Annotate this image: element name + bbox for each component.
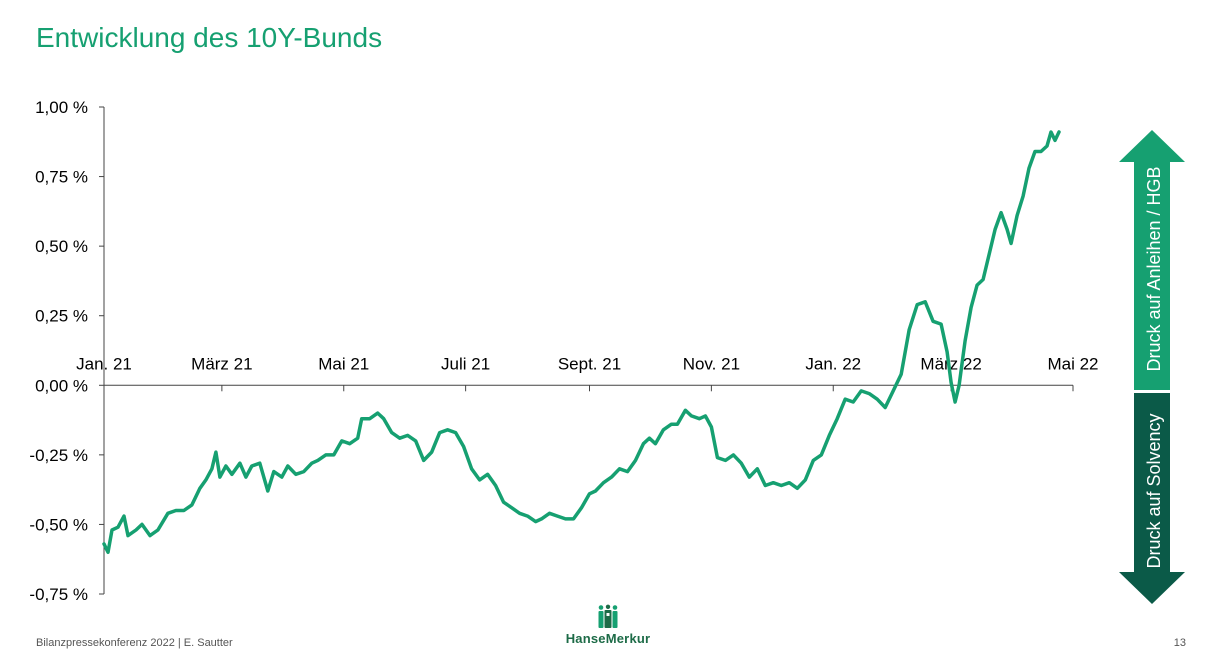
y-tick-label: -0,75 % bbox=[29, 585, 88, 604]
x-tick-label: Juli 21 bbox=[441, 354, 490, 373]
y-tick-label: 0,00 % bbox=[35, 376, 88, 395]
x-axis: Jan. 21 März 21 Mai 21 Juli 21 Sept. 21 Nov. … bbox=[76, 354, 1099, 392]
page-number: 13 bbox=[1173, 637, 1186, 649]
logo-mark-icon bbox=[598, 604, 618, 628]
up-arrow-label: Druck auf Anleihen / HGB bbox=[1144, 166, 1164, 371]
y-tick-label: -0,50 % bbox=[29, 515, 88, 534]
y-tick-label: 0,75 % bbox=[35, 168, 88, 187]
logo-text: HanseMerkur bbox=[565, 631, 651, 646]
series-group bbox=[102, 130, 1061, 555]
up-arrow: Druck auf Anleihen / HGB bbox=[1119, 130, 1185, 390]
page-title: Entwicklung des 10Y-Bunds bbox=[36, 22, 383, 53]
y-tick-label: 0,25 % bbox=[35, 307, 88, 326]
down-arrow: Druck auf Solvency bbox=[1119, 393, 1185, 604]
x-tick-label: Mai 22 bbox=[1047, 354, 1098, 373]
y-tick-label: 1,00 % bbox=[35, 98, 88, 117]
x-tick-label: Mai 21 bbox=[318, 354, 369, 373]
x-tick-label: Sept. 21 bbox=[558, 354, 621, 373]
x-tick-label: Nov. 21 bbox=[683, 354, 740, 373]
y-tick-label: 0,50 % bbox=[35, 237, 88, 256]
y-axis: 1,00 % 0,75 % 0,50 % 0,25 % 0,00 % -0,25 % -0,… bbox=[29, 98, 105, 604]
x-tick-label: März 22 bbox=[920, 354, 981, 373]
x-tick-label: März 21 bbox=[191, 354, 252, 373]
down-arrow-shape bbox=[1119, 393, 1185, 604]
down-arrow-label: Druck auf Solvency bbox=[1144, 413, 1164, 568]
up-arrow-shape bbox=[1119, 130, 1185, 390]
footer-text: Bilanzpressekonferenz 2022 | E. Sautter bbox=[36, 637, 233, 649]
x-tick-label: Jan. 21 bbox=[76, 354, 132, 373]
series-line bbox=[102, 130, 1061, 555]
x-tick-label: Jan. 22 bbox=[805, 354, 861, 373]
company-logo: HanseMerkur bbox=[553, 604, 663, 652]
y-tick-label: -0,25 % bbox=[29, 446, 88, 465]
